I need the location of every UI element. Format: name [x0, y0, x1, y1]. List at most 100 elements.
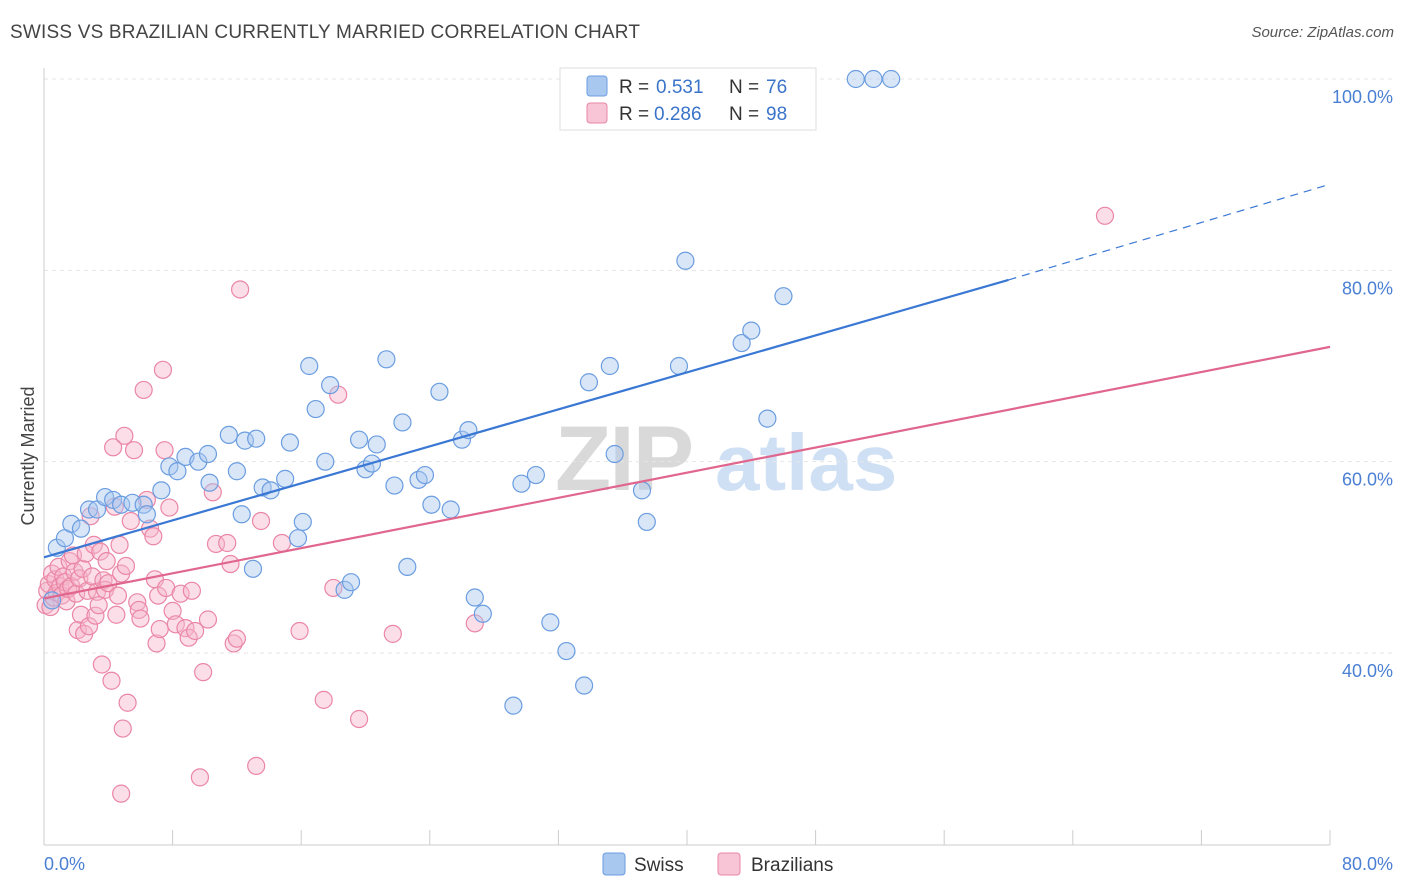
brazilians-point-76: [194, 663, 213, 682]
swiss-point-20: [219, 425, 238, 444]
legend-brazil-r-value: 0.286: [654, 104, 702, 125]
legend-swiss-r-value: 0.531: [656, 77, 704, 98]
swiss-point-23: [235, 431, 255, 450]
x-tick-label-min: 0.0%: [44, 854, 85, 874]
brazilians-point-51: [121, 511, 140, 531]
swiss-point-4: [71, 519, 91, 538]
swiss-point-30: [288, 529, 308, 548]
brazilians-point-43: [107, 605, 126, 624]
brazilians-point-28: [81, 507, 100, 526]
swiss-point-48: [422, 495, 441, 514]
swiss-point-62: [600, 356, 619, 376]
brazilians-point-67: [160, 498, 179, 517]
brazilians-point-78: [203, 483, 222, 502]
swiss-point-17: [189, 452, 208, 471]
brazilians-point-52: [124, 441, 144, 460]
brazilians-point-88: [290, 621, 309, 641]
swiss-point-33: [306, 399, 325, 419]
brazilians-point-40: [102, 671, 121, 690]
brazilians-point-86: [251, 511, 271, 531]
swiss-points: [42, 69, 901, 715]
swiss-point-28: [276, 469, 295, 488]
legend-brazil-r-label: R =: [619, 104, 649, 125]
brazilians-point-77: [198, 610, 218, 629]
legend-brazil-n-value: 98: [766, 104, 787, 125]
swiss-point-64: [632, 481, 652, 500]
swiss-point-37: [341, 573, 361, 592]
swiss-point-11: [134, 495, 153, 514]
y-axis-label: Currently Married: [18, 386, 38, 525]
swiss-point-10: [123, 493, 142, 512]
swiss-point-3: [62, 514, 81, 533]
brazilians-point-38: [97, 552, 116, 571]
swiss-point-50: [441, 500, 460, 519]
legend-brazil-n-label: N =: [729, 104, 759, 125]
brazilians-point-80: [218, 533, 237, 553]
chart-title: SWISS VS BRAZILIAN CURRENTLY MARRIED COR…: [10, 22, 641, 43]
brazilians-points: [36, 206, 1115, 803]
brazilians-point-74: [186, 621, 205, 641]
brazilians-point-75: [190, 768, 210, 787]
brazilians-point-34: [91, 542, 110, 561]
swiss-point-25: [247, 429, 266, 448]
swiss-point-44: [393, 413, 412, 432]
brazilians-point-47: [113, 719, 132, 738]
legend-swiss-n-value: 76: [766, 77, 787, 98]
legend-swiss-n-label: N =: [729, 77, 759, 98]
brazilians-point-41: [104, 438, 123, 457]
swiss-point-12: [137, 505, 156, 524]
swiss-point-47: [415, 465, 435, 485]
swiss-point-68: [732, 333, 751, 353]
swiss-point-41: [367, 435, 386, 454]
swiss-point-65: [637, 512, 656, 532]
bottom-legend-swatch-brazilians: [717, 852, 741, 876]
swiss-point-59: [557, 641, 576, 661]
swiss-point-24: [243, 559, 263, 578]
swiss-point-63: [605, 444, 624, 464]
brazilians-point-42: [105, 497, 124, 516]
legend-box: R = 0.531 N = 76 R = 0.286 N = 98: [559, 67, 817, 131]
swiss-point-60: [575, 676, 594, 695]
swiss-point-57: [526, 465, 545, 485]
source-label: Source: ZipAtlas.com: [1251, 24, 1394, 41]
swiss-point-29: [280, 433, 300, 452]
brazilians-point-92: [349, 709, 369, 729]
brazilians-point-95: [1095, 206, 1115, 225]
brazilians-point-93: [383, 624, 402, 643]
swiss-point-69: [742, 321, 761, 340]
swiss-point-49: [430, 382, 449, 401]
swiss-point-32: [300, 356, 319, 376]
y-tick-label-80: 80.0%: [1342, 278, 1393, 298]
bottom-legend: Swiss Brazilians: [602, 852, 833, 876]
trend-lines: [43, 183, 1331, 600]
brazilians-point-48: [115, 426, 134, 445]
bottom-legend-swiss: Swiss: [634, 855, 684, 876]
swiss-point-54: [473, 604, 492, 623]
swiss-point-15: [168, 462, 187, 481]
brazilians-point-64: [153, 360, 173, 379]
legend-swatch-brazilians: [586, 102, 608, 124]
legend-swatch-swiss: [586, 75, 608, 97]
swiss-point-42: [377, 350, 396, 369]
brazilians-point-73: [182, 581, 201, 600]
swiss-point-73: [846, 69, 865, 89]
swiss-point-18: [198, 444, 218, 464]
brazilians-point-35: [92, 655, 111, 674]
swiss-point-56: [512, 474, 531, 493]
brazilians-point-69: [166, 615, 185, 634]
brazilians-point-87: [272, 533, 292, 553]
brazilians-point-68: [163, 601, 182, 621]
brazilians-point-83: [227, 629, 246, 648]
swiss-point-45: [398, 557, 417, 577]
bottom-legend-brazilians: Brazilians: [751, 855, 833, 876]
brazilians-point-44: [108, 586, 128, 605]
brazilians-point-23: [73, 559, 92, 578]
y-tick-label-40: 40.0%: [1342, 661, 1393, 681]
brazilians-point-72: [179, 628, 198, 647]
brazilians-trend-line: [43, 345, 1331, 600]
brazilians-point-50: [118, 693, 137, 712]
brazilians-point-96: [112, 784, 131, 803]
swiss-point-34: [316, 452, 335, 471]
swiss-point-35: [321, 376, 340, 395]
swiss-point-21: [227, 462, 246, 481]
